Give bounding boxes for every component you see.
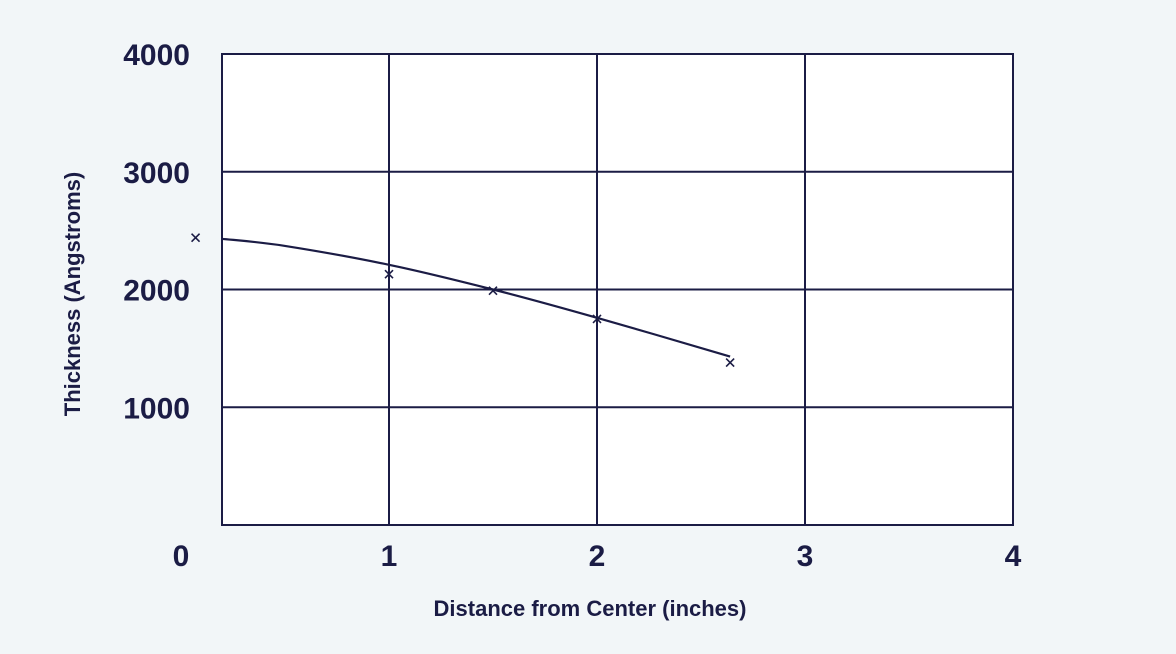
y-tick-label: 3000 [123,157,190,190]
data-point [725,357,735,368]
fit-curve [221,237,731,358]
y-axis-title: Thickness (Angstroms) [60,172,85,417]
x-axis-title: Distance from Center (inches) [434,596,747,621]
data-points [190,233,735,368]
x-tick-labels: 0 1 2 3 4 [173,540,1022,573]
y-tick-label: 4000 [123,39,190,72]
data-point [592,314,602,324]
x-tick-label: 4 [1005,540,1022,573]
y-tick-label: 1000 [123,392,190,425]
x-tick-label: 2 [589,540,606,573]
data-point [384,269,394,279]
x-tick-label: 1 [381,540,398,573]
grid [222,54,1013,525]
data-point [190,233,201,243]
x-tick-label: 3 [797,540,814,573]
fit-curve-layer [221,237,731,358]
plot-frame [221,53,1014,526]
data-point [488,286,498,296]
y-tick-labels: 1000 2000 3000 4000 [123,39,190,425]
x-tick-label: 0 [173,540,190,573]
y-tick-label: 2000 [123,275,190,308]
